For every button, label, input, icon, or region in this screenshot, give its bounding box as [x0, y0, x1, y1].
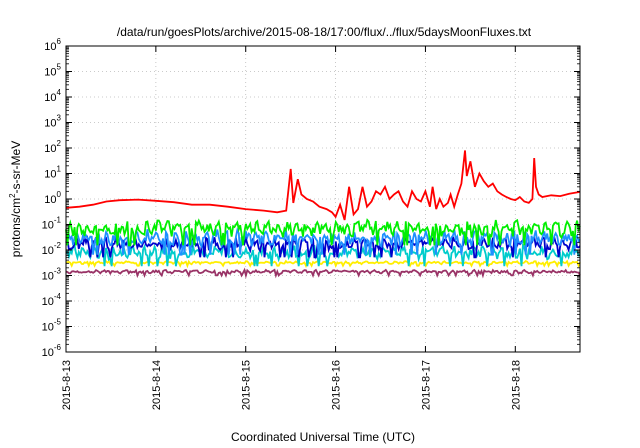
series-line	[65, 267, 581, 279]
x-axis-label: Coordinated Universal Time (UTC)	[231, 430, 415, 444]
y-tick-label: 101	[44, 165, 61, 181]
y-tick-label: 102	[44, 139, 61, 155]
y-axis-ticks: 10-6 10-5 10-4 10-3 10-2 10-1 100 101 102 103 104 1…	[42, 37, 580, 359]
y-tick-label: 10-2	[42, 241, 62, 257]
chart-title: /data/run/goesPlots/archive/2015-08-18/1…	[117, 25, 532, 39]
y-tick-label: 10-4	[42, 292, 62, 308]
series-line	[65, 259, 581, 269]
y-tick-label: 10-5	[42, 318, 62, 334]
y-tick-label: 105	[44, 63, 61, 79]
plot-series	[65, 150, 581, 279]
series-line	[65, 218, 581, 247]
x-axis-ticks: 2015-8-13 2015-8-14 2015-8-15 2015-8-16 2015…	[61, 46, 522, 410]
x-tick-label: 2015-8-17	[420, 360, 432, 410]
series-line	[65, 242, 581, 267]
y-tick-label: 10-3	[42, 267, 62, 283]
series-line	[65, 150, 581, 221]
x-tick-label: 2015-8-14	[151, 360, 163, 410]
y-axis-label-base: protons/cm	[9, 198, 23, 257]
x-tick-label: 2015-8-15	[241, 360, 253, 410]
y-tick-label: 103	[44, 114, 61, 130]
y-tick-label: 10-6	[42, 343, 62, 359]
x-tick-label: 2015-8-18	[510, 360, 522, 410]
y-tick-label: 104	[44, 88, 61, 104]
x-tick-label: 2015-8-13	[61, 360, 73, 410]
y-tick-label: 106	[44, 37, 61, 53]
y-tick-label: 100	[44, 190, 61, 206]
y-tick-label: 10-1	[42, 216, 62, 232]
x-tick-label: 2015-8-16	[331, 360, 343, 410]
y-axis-label-rest: -s-sr-MeV	[9, 141, 23, 194]
series-line	[65, 227, 581, 256]
y-axis-label-sup: 2	[8, 193, 17, 198]
y-axis-label: protons/cm2-s-sr-MeV	[8, 141, 23, 257]
